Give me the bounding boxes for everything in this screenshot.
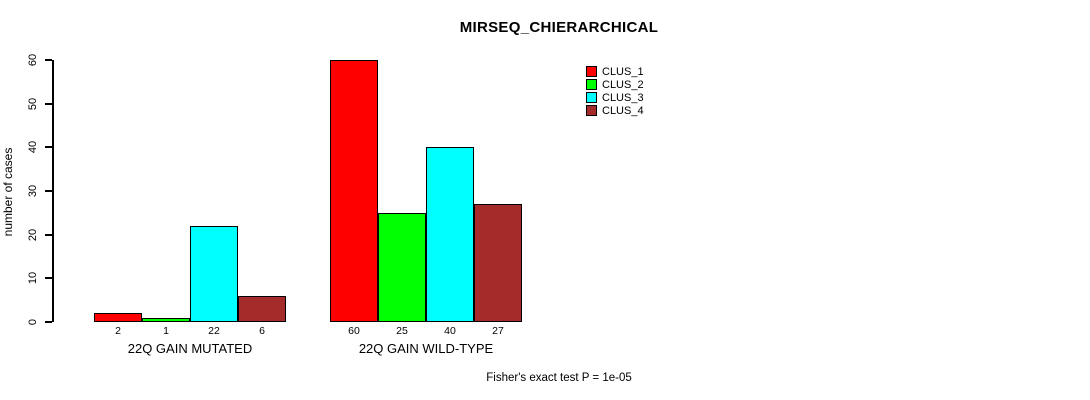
bar-value-label: 22 — [208, 325, 220, 337]
legend-swatch-clus_3 — [586, 92, 597, 103]
y-axis-tick — [45, 277, 52, 279]
legend: CLUS_1 CLUS_2 CLUS_3 CLUS_4 — [586, 65, 644, 117]
y-axis-tick — [45, 59, 52, 61]
bar-22q-gain-mutated-clus_4 — [238, 296, 286, 322]
y-axis-tick — [45, 103, 52, 105]
bar-value-label: 25 — [396, 325, 408, 337]
bar-22q-gain-wild-type-clus_2 — [378, 213, 426, 322]
y-axis-tick-label: 30 — [27, 184, 39, 198]
bar-22q-gain-mutated-clus_1 — [94, 313, 142, 322]
legend-item-clus_4: CLUS_4 — [586, 104, 644, 117]
bar-22q-gain-mutated-clus_2 — [142, 318, 190, 322]
y-axis-tick-label: 0 — [27, 318, 39, 326]
bar-value-label: 2 — [115, 325, 121, 337]
legend-label: CLUS_1 — [602, 65, 644, 78]
y-axis-tick-label: 10 — [27, 271, 39, 285]
legend-label: CLUS_3 — [602, 91, 644, 104]
group-label-22q-gain-mutated: 22Q GAIN MUTATED — [127, 341, 253, 356]
legend-item-clus_2: CLUS_2 — [586, 78, 644, 91]
y-axis-tick-label: 50 — [27, 97, 39, 111]
bar-22q-gain-mutated-clus_3 — [190, 226, 238, 322]
legend-swatch-clus_1 — [586, 66, 597, 77]
y-axis-label: number of cases — [1, 147, 15, 237]
legend-label: CLUS_4 — [602, 104, 644, 117]
y-axis-tick — [45, 234, 52, 236]
y-axis-tick-label: 40 — [27, 140, 39, 154]
group-label-22q-gain-wild-type: 22Q GAIN WILD-TYPE — [358, 341, 494, 356]
y-axis-tick — [45, 190, 52, 192]
y-axis-line — [52, 60, 54, 322]
y-axis-tick-label: 20 — [27, 228, 39, 242]
chart-title: MIRSEQ_CHIERARCHICAL — [459, 19, 659, 36]
bar-22q-gain-wild-type-clus_1 — [330, 60, 378, 322]
y-axis-tick — [45, 146, 52, 148]
bar-value-label: 6 — [259, 325, 265, 337]
bar-22q-gain-wild-type-clus_4 — [474, 204, 522, 322]
bar-value-label: 60 — [348, 325, 360, 337]
legend-item-clus_3: CLUS_3 — [586, 91, 644, 104]
bar-value-label: 27 — [492, 325, 504, 337]
bar-value-label: 40 — [444, 325, 456, 337]
legend-swatch-clus_4 — [586, 105, 597, 116]
legend-label: CLUS_2 — [602, 78, 644, 91]
y-axis-tick — [45, 321, 52, 323]
y-axis-tick-label: 60 — [27, 53, 39, 67]
legend-swatch-clus_2 — [586, 79, 597, 90]
legend-item-clus_1: CLUS_1 — [586, 65, 644, 78]
bar-value-label: 1 — [163, 325, 169, 337]
fisher-test-caption: Fisher's exact test P = 1e-05 — [486, 372, 632, 384]
bar-22q-gain-wild-type-clus_3 — [426, 147, 474, 322]
